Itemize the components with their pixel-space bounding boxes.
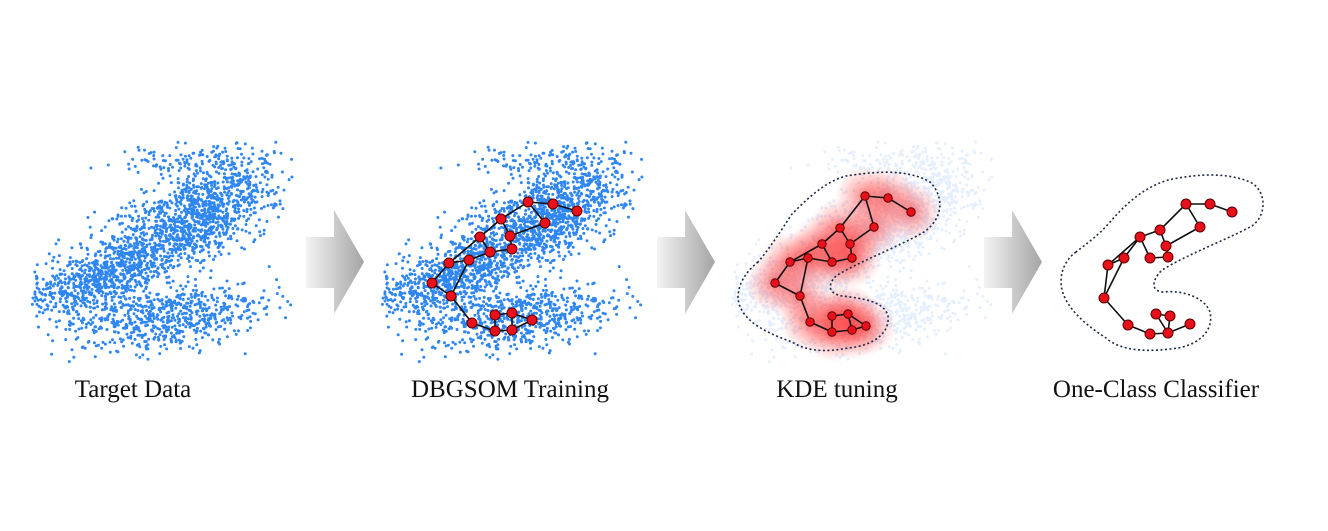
network-node (443, 257, 455, 269)
network-node (1184, 318, 1196, 330)
network-node (805, 317, 815, 327)
network-edge (1107, 236, 1141, 266)
network-node (861, 321, 871, 331)
network-edge (1165, 226, 1201, 247)
network-edge (849, 226, 875, 245)
network-node (1162, 327, 1174, 339)
network-node (1154, 224, 1166, 236)
network-node (489, 309, 501, 321)
network-node (571, 205, 583, 217)
network-node (1144, 252, 1156, 264)
dbgsom-network (426, 196, 583, 337)
network-node (526, 314, 538, 326)
one-class-classifier-panel (1060, 174, 1264, 352)
network-node (474, 231, 486, 243)
network-node (860, 191, 870, 201)
network-node (506, 243, 518, 255)
network-edge (839, 195, 866, 229)
network-node (1150, 308, 1162, 320)
network-edge (864, 195, 875, 228)
network-node (770, 278, 780, 288)
network-node (1098, 292, 1110, 304)
caption-dbgsom-training: DBGSOM Training (411, 376, 609, 403)
network-node (1194, 221, 1206, 233)
network-node (1134, 231, 1146, 243)
network-node (835, 223, 845, 233)
network-node (1160, 240, 1172, 252)
network-node (489, 325, 501, 337)
network-node (484, 246, 496, 258)
network-node (827, 311, 837, 321)
network-edge (799, 257, 809, 297)
network-edge (450, 295, 473, 324)
kde-decision-boundary (737, 171, 941, 352)
network-node (1180, 198, 1192, 210)
network-node (803, 253, 813, 263)
network-node (466, 317, 478, 329)
kde-network (770, 191, 916, 337)
network-node (539, 217, 551, 229)
dbgsom-training-panel (380, 140, 644, 364)
network-edge (789, 243, 823, 263)
network-node (795, 291, 805, 301)
target-data-scatter (30, 140, 294, 364)
caption-one-class-classifier: One-Class Classifier (1052, 376, 1260, 403)
network-edge (509, 222, 546, 237)
network-node (817, 239, 827, 249)
network-node (1102, 259, 1114, 271)
network-edge (1103, 297, 1129, 326)
network-node (522, 196, 534, 208)
network-node (1164, 310, 1176, 322)
network-node (845, 239, 855, 249)
caption-kde-tuning: KDE tuning (776, 376, 898, 403)
network-node (1204, 198, 1216, 210)
network-node (843, 309, 853, 319)
network-node (547, 198, 559, 210)
network-node (506, 324, 518, 336)
right-arrow-icon (657, 210, 715, 314)
classifier-decision-boundary (1060, 174, 1264, 352)
network-node (504, 230, 516, 242)
kde-tuning-panel (730, 140, 994, 364)
network-node (1226, 206, 1238, 218)
network-node (1144, 328, 1156, 340)
network-node (1118, 252, 1130, 264)
right-arrow-icon (984, 210, 1042, 314)
network-node (1162, 251, 1174, 263)
network-node (506, 307, 518, 319)
network-node (847, 253, 857, 263)
network-edge (1159, 203, 1187, 231)
network-node (847, 325, 857, 335)
network-node (827, 257, 837, 267)
network-node (906, 207, 916, 217)
kde-glow (745, 166, 941, 362)
network-node (426, 277, 438, 289)
caption-target-data: Target Data (74, 376, 192, 403)
network-edge (1103, 257, 1125, 299)
network-node (445, 290, 457, 302)
network-node (869, 222, 879, 232)
network-node (495, 213, 507, 225)
network-node (1122, 319, 1134, 331)
network-node (827, 327, 837, 337)
classifier-network (1098, 198, 1238, 340)
network-node (785, 257, 795, 267)
right-arrow-icon (306, 210, 364, 314)
network-edge (450, 259, 470, 297)
network-edge (448, 236, 481, 264)
network-node (883, 193, 893, 203)
network-node (463, 254, 475, 266)
network-edge (1103, 264, 1109, 299)
